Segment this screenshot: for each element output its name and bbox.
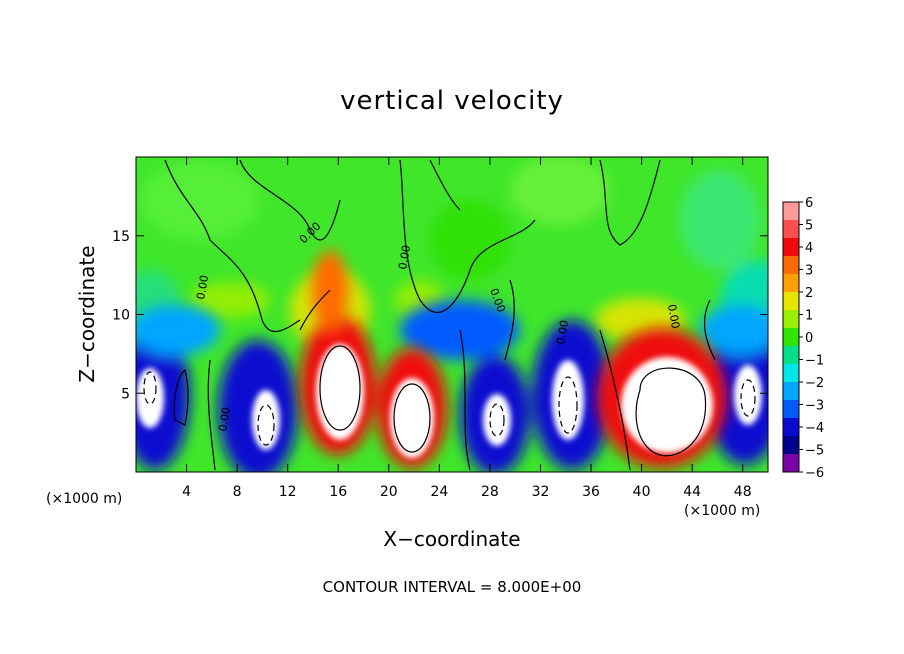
contour-label: 0.00 [216,406,233,432]
colorbar-label: 4 [805,241,813,256]
colorbar-swatch [783,364,799,383]
colorbar-swatch [783,346,799,365]
x-tick-label: 20 [380,484,398,500]
colorbar-swatch [783,256,799,275]
colorbar-swatch [783,382,799,401]
x-tick-label: 8 [233,484,242,500]
x-axis-label: X−coordinate [383,527,521,551]
x-tick-label: 36 [582,484,600,500]
colorbar-swatch [783,454,799,473]
y-axis-label: Z−coordinate [75,245,99,383]
colorbar-swatch [783,400,799,419]
colorbar-swatch [783,310,799,329]
contour-label: 0.00 [396,244,413,270]
x-tick-label: 24 [430,484,448,500]
colorbar-swatch [783,418,799,437]
contour-interval-note: CONTOUR INTERVAL = 8.000E+00 [322,578,582,596]
x-tick-label: 32 [532,484,550,500]
y-tick-label: 5 [121,386,130,402]
colorbar-label: −4 [805,421,824,436]
contour-label: 0.00 [554,319,571,345]
colorbar-swatch [783,220,799,239]
x-unit-label-left: (×1000 m) [46,491,123,507]
x-tick-label: 4 [182,484,191,500]
plot-field: 0.00 0.00 0.00 0.00 0.00 0.00 0.00 [136,157,768,472]
chart-title: vertical velocity [340,86,564,116]
colorbar-swatch [783,436,799,455]
contour-label: 0.00 [194,274,211,300]
x-tick-label: 28 [481,484,499,500]
x-tick-label: 16 [329,484,347,500]
x-tick-label: 44 [683,484,701,500]
colorbar-swatch [783,202,799,221]
colorbar-label: 1 [805,309,813,324]
x-tick-label: 12 [279,484,297,500]
colorbar-label: −5 [805,444,824,459]
y-tick-label: 15 [112,229,130,245]
x-tick-label: 40 [633,484,651,500]
x-unit-label-right: (×1000 m) [684,503,761,519]
colorbar: 6 5 4 3 2 1 0 −1 −2 −3 −4 −5 −6 [782,196,824,481]
contour-label: 0.00 [665,303,682,329]
colorbar-swatch [783,292,799,311]
colorbar-label: −2 [805,376,824,391]
colorbar-label: 6 [805,196,813,211]
x-tick-label: 48 [734,484,752,500]
colorbar-label: 3 [805,264,813,279]
colorbar-label: −3 [805,399,824,414]
colorbar-swatch [783,238,799,257]
y-tick-label: 10 [112,308,130,324]
colorbar-label: −1 [805,354,824,369]
colorbar-label: −6 [805,466,824,481]
colorbar-label: 0 [805,331,813,346]
colorbar-swatch [783,328,799,347]
colorbar-swatch [783,274,799,293]
colorbar-label: 5 [805,219,813,234]
colorbar-label: 2 [805,286,813,301]
